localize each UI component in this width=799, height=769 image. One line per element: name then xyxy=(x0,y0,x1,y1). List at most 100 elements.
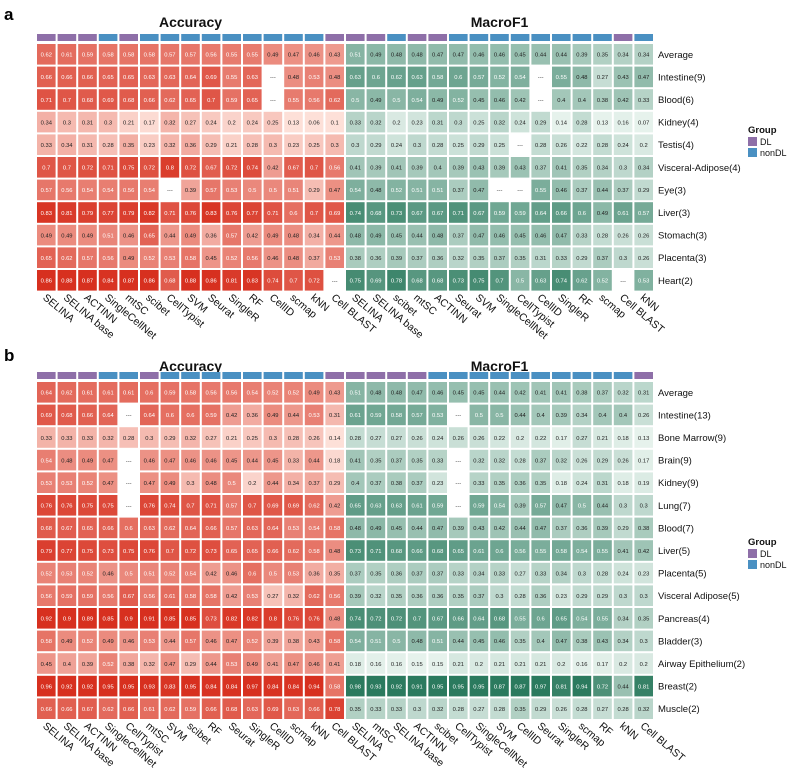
macrof1-cell-label: 0.47 xyxy=(535,526,546,532)
macrof1-cell xyxy=(634,698,653,719)
accuracy-cell xyxy=(78,540,97,561)
macrof1-cell xyxy=(346,472,365,493)
accuracy-cell-label: 0.74 xyxy=(267,279,279,285)
macrof1-cell-label: 0.75 xyxy=(350,279,361,285)
accuracy-cell xyxy=(37,585,56,606)
accuracy-cell xyxy=(119,134,138,155)
accuracy-cell xyxy=(78,382,97,403)
macrof1-cell-label: 0.31 xyxy=(597,481,608,487)
macrof1-cell xyxy=(552,653,571,674)
accuracy-cell xyxy=(243,202,262,223)
accuracy-cell-label: 0.65 xyxy=(102,75,113,81)
macrof1-cell xyxy=(572,382,592,403)
accuracy-cell xyxy=(325,608,344,629)
macrof1-cell-label: 0.47 xyxy=(432,526,443,532)
accuracy-cell-label: 0.63 xyxy=(164,75,175,81)
macrof1-cell-label: 0.28 xyxy=(514,458,525,464)
accuracy-cell xyxy=(98,653,118,674)
macrof1-cell xyxy=(428,517,447,539)
macrof1-cell xyxy=(634,202,653,223)
macrof1-cell xyxy=(346,111,365,133)
accuracy-cell xyxy=(37,675,56,697)
macrof1-group-tile xyxy=(428,372,447,379)
macrof1-cell xyxy=(387,517,406,539)
accuracy-cell-label: 0.62 xyxy=(329,98,340,104)
accuracy-cell-label: 0.43 xyxy=(329,391,340,397)
macrof1-cell-label: 0.3 xyxy=(454,120,462,126)
macrof1-cell xyxy=(593,111,612,133)
accuracy-cell-label: 0.69 xyxy=(329,211,340,217)
macrof1-cell xyxy=(572,111,592,133)
macrof1-cell-label: 0.37 xyxy=(473,594,484,600)
macrof1-cell xyxy=(407,675,427,697)
macrof1-cell-label: 0.47 xyxy=(473,188,484,194)
accuracy-cell xyxy=(140,472,159,493)
macrof1-cell-label: 0.64 xyxy=(473,617,485,623)
accuracy-cell-label: 0.43 xyxy=(329,53,340,59)
macrof1-cell xyxy=(346,562,365,584)
macrof1-cell xyxy=(634,653,653,674)
macrof1-cell xyxy=(613,562,633,584)
accuracy-cell-label: 0.54 xyxy=(308,526,320,532)
macrof1-cell xyxy=(510,562,530,584)
accuracy-cell-label: 0.52 xyxy=(288,391,299,397)
accuracy-cell xyxy=(140,247,159,268)
macrof1-cell xyxy=(490,202,509,223)
accuracy-cell-label: 0.61 xyxy=(123,391,134,397)
accuracy-cell-label: 0.49 xyxy=(41,233,52,239)
accuracy-cell xyxy=(57,630,77,652)
accuracy-cell-label: 0.56 xyxy=(205,53,216,59)
macrof1-cell xyxy=(449,202,468,223)
accuracy-cell xyxy=(160,495,180,516)
macrof1-cell xyxy=(428,89,447,110)
accuracy-cell xyxy=(78,585,97,606)
macrof1-cell-label: 0.36 xyxy=(411,594,422,600)
accuracy-cell-label: 0.2 xyxy=(248,481,256,487)
accuracy-cell-label: 0.77 xyxy=(247,211,258,217)
macrof1-cell xyxy=(613,698,633,719)
macrof1-cell-label: --- xyxy=(620,279,626,285)
accuracy-cell xyxy=(325,224,344,246)
macrof1-cell xyxy=(634,562,653,584)
accuracy-cell xyxy=(201,449,221,471)
macrof1-cell-label: 0.49 xyxy=(370,53,381,59)
accuracy-cell-label: 0.27 xyxy=(185,120,196,126)
macrof1-cell-label: 0.5 xyxy=(516,279,524,285)
accuracy-cell xyxy=(263,270,283,291)
accuracy-cell-label: 0.58 xyxy=(123,53,134,59)
macrof1-cell-label: 0.67 xyxy=(432,211,443,217)
accuracy-cell-label: 0.74 xyxy=(247,166,259,172)
macrof1-cell-label: 0.29 xyxy=(473,143,484,149)
macrof1-cell xyxy=(428,66,447,88)
macrof1-cell xyxy=(366,89,386,110)
accuracy-cell-label: 0.34 xyxy=(41,120,53,126)
macrof1-cell xyxy=(346,540,365,561)
accuracy-cell-label: 0.46 xyxy=(205,458,216,464)
accuracy-cell-label: 0.28 xyxy=(288,436,299,442)
accuracy-cell xyxy=(304,179,324,201)
accuracy-cell xyxy=(98,134,118,155)
accuracy-cell-label: 0.58 xyxy=(102,53,113,59)
accuracy-cell xyxy=(263,179,283,201)
accuracy-cell xyxy=(98,44,118,65)
macrof1-cell xyxy=(490,89,509,110)
macrof1-cell-label: 0.35 xyxy=(514,256,525,262)
accuracy-cell xyxy=(284,517,303,539)
macrof1-cell-label: 0.87 xyxy=(494,684,505,690)
macrof1-cell-label: 0.63 xyxy=(370,504,381,510)
macrof1-cell xyxy=(407,449,427,471)
accuracy-cell xyxy=(201,66,221,88)
accuracy-cell-label: 0.88 xyxy=(185,279,196,285)
accuracy-cell-label: 0.63 xyxy=(144,75,155,81)
accuracy-cell xyxy=(37,89,56,110)
macrof1-cell-label: 0.35 xyxy=(473,256,484,262)
accuracy-cell xyxy=(140,630,159,652)
macrof1-cell-label: 0.55 xyxy=(556,75,567,81)
macrof1-cell xyxy=(531,202,550,223)
accuracy-cell xyxy=(201,247,221,268)
accuracy-group-tile xyxy=(181,34,200,41)
accuracy-title: Accuracy xyxy=(159,14,222,30)
accuracy-cell xyxy=(37,449,56,471)
macrof1-group-tile xyxy=(346,372,365,379)
accuracy-cell xyxy=(243,157,262,178)
